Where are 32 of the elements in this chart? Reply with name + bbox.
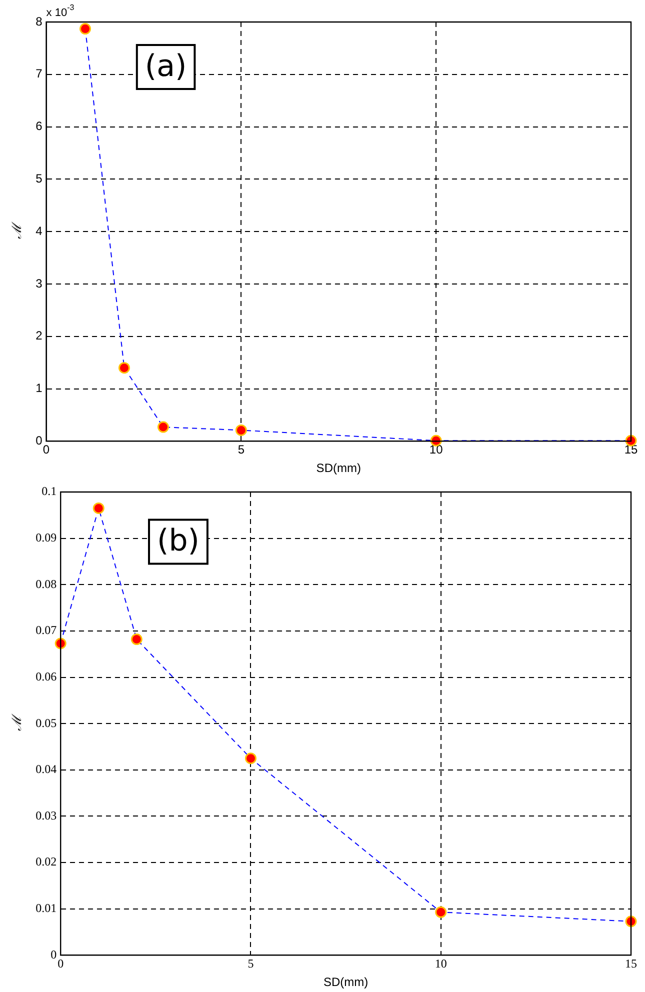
y-tick-label: 2 — [36, 328, 43, 343]
y-tick-label: 1 — [36, 381, 43, 396]
text: (a) — [144, 48, 187, 84]
x-axis-title: SD(mm) — [316, 461, 361, 476]
x-tick-label: 15 — [624, 442, 638, 457]
y-tick-label: 0.05 — [36, 716, 57, 730]
y-tick-label: 4 — [36, 224, 43, 238]
y-tick-label: 0.01 — [36, 901, 57, 916]
y-tick-label: 3 — [36, 276, 43, 290]
x-tick-label: 5 — [248, 956, 254, 971]
y-tick-label: 8 — [36, 14, 43, 28]
x-tick-label: 10 — [429, 442, 444, 457]
y-tick-label: 0.03 — [36, 808, 57, 822]
y-tick-label: 0.09 — [36, 530, 57, 544]
text: (b) — [157, 524, 200, 559]
y-tick-label: 5 — [36, 172, 43, 186]
y-tick-label: 0.02 — [36, 854, 57, 869]
y-tick-label: 0.07 — [36, 623, 57, 638]
y-tick-label: 7 — [36, 66, 43, 81]
y-tick-label: 0.1 — [42, 484, 57, 498]
y-tick-label: 0.06 — [36, 669, 57, 684]
y-tick-label: 6 — [36, 119, 43, 134]
x-tick-label: 10 — [434, 956, 447, 971]
y-tick-label: 0 — [50, 947, 57, 962]
x-tick-label: 5 — [238, 442, 245, 457]
y-axis-title: ℳ — [10, 713, 26, 732]
y-axis-title: ℳ — [10, 221, 26, 240]
y-tick-label: 0 — [36, 434, 43, 448]
x-axis-title: SD(mm) — [323, 975, 368, 990]
y-tick-label: 0.04 — [36, 762, 57, 776]
x-tick-label: 15 — [625, 956, 637, 971]
y-tick-label: 0.08 — [36, 576, 57, 591]
